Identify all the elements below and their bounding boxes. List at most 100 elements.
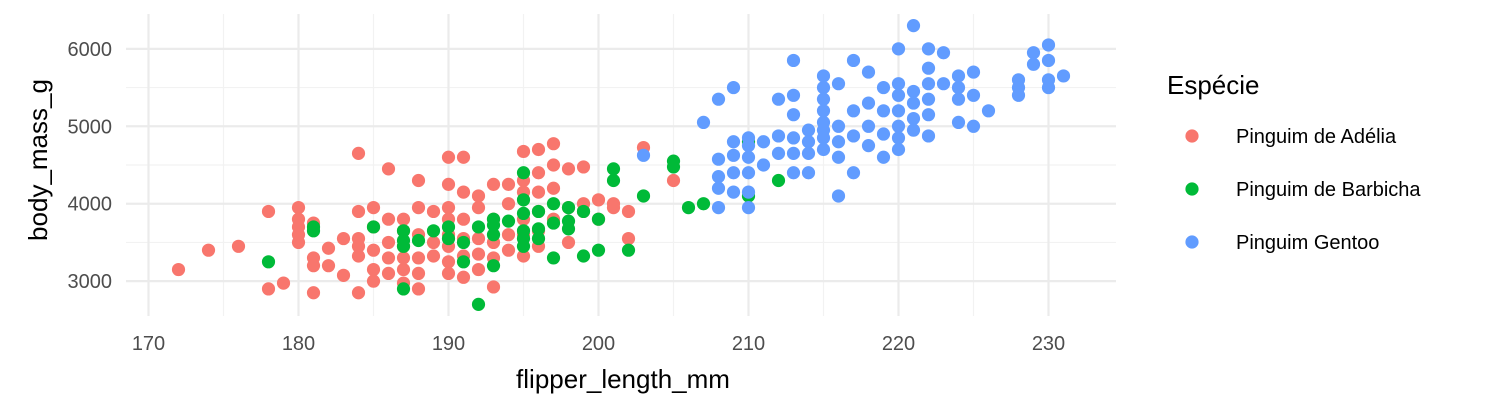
data-point xyxy=(426,204,441,219)
data-point xyxy=(951,80,966,95)
data-point xyxy=(1026,57,1041,71)
data-point xyxy=(966,119,981,133)
data-point xyxy=(336,268,351,282)
data-point xyxy=(591,243,606,257)
x-tick-label: 180 xyxy=(282,333,315,355)
y-tick-label: 5000 xyxy=(68,116,113,138)
data-point xyxy=(621,231,636,246)
data-point xyxy=(561,235,576,250)
data-point xyxy=(516,144,531,159)
data-point xyxy=(411,251,426,265)
data-point xyxy=(501,214,516,228)
data-point xyxy=(471,231,486,246)
legend-title: Espécie xyxy=(1167,70,1260,100)
y-tick-label: 6000 xyxy=(68,39,113,61)
data-point xyxy=(561,200,576,215)
data-point xyxy=(891,88,906,102)
data-point xyxy=(486,218,501,232)
data-point xyxy=(426,224,441,238)
data-point xyxy=(861,119,876,133)
data-point xyxy=(786,88,801,102)
data-point xyxy=(891,142,906,157)
data-point xyxy=(501,197,516,211)
data-point xyxy=(921,92,936,106)
data-point xyxy=(351,249,366,263)
data-point xyxy=(696,115,711,130)
x-tick-label: 220 xyxy=(882,333,915,355)
data-point xyxy=(801,135,816,149)
data-point xyxy=(306,259,321,273)
x-axis-title: flipper_length_mm xyxy=(516,364,730,394)
data-point xyxy=(891,77,906,91)
data-point xyxy=(771,173,786,188)
y-tick-labels: 3000 4000 5000 6000 xyxy=(68,39,113,293)
x-tick-label: 170 xyxy=(132,333,165,355)
data-point xyxy=(936,77,951,91)
data-point xyxy=(561,222,576,236)
legend-label: Pinguim de Adélia xyxy=(1236,126,1397,148)
data-point xyxy=(711,92,726,106)
data-point xyxy=(786,146,801,160)
data-point xyxy=(171,262,186,277)
data-point xyxy=(921,108,936,122)
data-point xyxy=(831,150,846,164)
legend-key xyxy=(1185,235,1199,249)
data-point xyxy=(876,150,891,164)
y-tick-label: 4000 xyxy=(68,194,113,216)
data-point xyxy=(831,77,846,91)
data-point xyxy=(966,88,981,102)
data-point xyxy=(456,150,471,164)
data-points xyxy=(171,19,1071,311)
data-point xyxy=(486,228,501,242)
data-point xyxy=(531,204,546,219)
data-point xyxy=(1026,46,1041,60)
data-point xyxy=(1056,69,1071,83)
data-point xyxy=(546,158,561,172)
data-point xyxy=(261,255,276,269)
data-point xyxy=(711,170,726,184)
data-point xyxy=(471,189,486,203)
data-point xyxy=(891,42,906,56)
data-point xyxy=(396,262,411,277)
data-point xyxy=(456,212,471,226)
data-point xyxy=(351,286,366,300)
data-point xyxy=(306,224,321,238)
data-point xyxy=(936,46,951,60)
data-point xyxy=(426,235,441,250)
data-point xyxy=(471,247,486,261)
data-point xyxy=(426,249,441,263)
data-point xyxy=(876,80,891,95)
data-point xyxy=(801,146,816,160)
data-point xyxy=(771,146,786,160)
data-point xyxy=(441,231,456,246)
data-point xyxy=(321,241,336,255)
data-point xyxy=(876,127,891,141)
data-point xyxy=(546,251,561,265)
data-point xyxy=(531,222,546,236)
data-point xyxy=(516,239,531,253)
data-point xyxy=(441,177,456,191)
data-point xyxy=(351,146,366,160)
data-point xyxy=(441,220,456,234)
data-point xyxy=(501,243,516,257)
grid xyxy=(126,14,1116,316)
legend-label: Pinguim Gentoo xyxy=(1236,232,1379,254)
data-point xyxy=(786,166,801,180)
data-point xyxy=(951,92,966,106)
data-point xyxy=(726,80,741,95)
data-point xyxy=(816,80,831,95)
data-point xyxy=(816,69,831,83)
data-point xyxy=(726,148,741,162)
legend-key xyxy=(1185,182,1199,196)
data-point xyxy=(666,160,681,174)
data-point xyxy=(741,185,756,199)
data-point xyxy=(411,233,426,248)
data-point xyxy=(381,162,396,176)
data-point xyxy=(546,197,561,211)
data-point xyxy=(621,243,636,257)
data-point xyxy=(666,173,681,188)
x-tick-label: 230 xyxy=(1032,333,1065,355)
data-point xyxy=(471,297,486,311)
data-point xyxy=(801,123,816,137)
data-point xyxy=(501,228,516,242)
